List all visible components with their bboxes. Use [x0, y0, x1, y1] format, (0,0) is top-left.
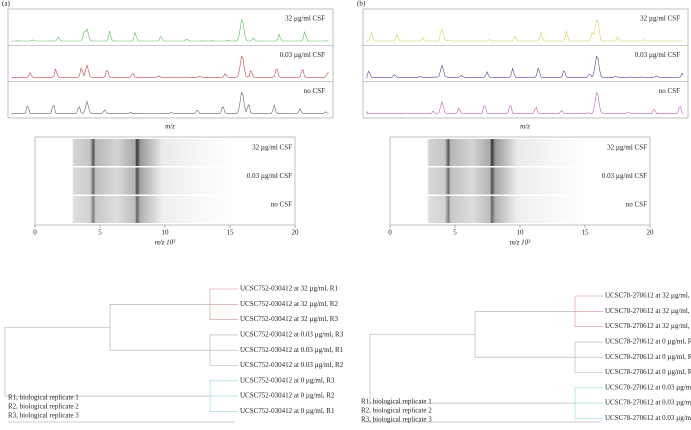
gel-row-label: 32 µg/ml CSF [607, 144, 647, 152]
spectrum-label: no CSF [304, 87, 325, 95]
branch [474, 311, 575, 358]
panel-label: (b) [357, 0, 366, 8]
gel-lane [54, 196, 234, 223]
branch [369, 333, 575, 404]
spectrum-label: 0.03 µg/ml CSF [635, 51, 680, 59]
branch [109, 304, 210, 351]
spectrum-label: 32 µg/ml CSF [640, 15, 680, 23]
spectrum [366, 55, 684, 79]
spectra-xlabel: m/z [165, 123, 175, 131]
gel-lane [409, 139, 589, 166]
gel-tick-label: 10 [517, 229, 525, 237]
leaf-label: UCSC752-030412 at 32 µg/ml, R1 [240, 285, 338, 293]
spectra-frame [362, 8, 689, 119]
legend-entry: R3, biological replicate 3 [361, 416, 432, 424]
gel-lane [409, 167, 589, 195]
spectrum [11, 19, 329, 42]
legend-entry: R2, biological replicate 2 [8, 403, 79, 411]
gel-tick-label: 0 [33, 229, 37, 237]
gel-xlabel: m/z 10³ [155, 239, 176, 247]
leaf-label: UCSC78-270612 at 0 µg/ml, R2 [605, 368, 691, 376]
gel-row-label: 0.03 µg/ml CSF [247, 172, 292, 180]
leaf-label: UCSC752-030412 at 0.03 µg/ml, R2 [240, 361, 344, 369]
leaf-label: UCSC752-030412 at 0 µg/ml, R2 [240, 392, 335, 400]
spectrum [11, 91, 329, 115]
gel-xlabel: m/z 10³ [510, 239, 531, 247]
spectrum [11, 55, 329, 79]
leaf-label: UCSC752-030412 at 0 µg/ml, R3 [240, 376, 335, 384]
leaf-label: UCSC78-270612 at 0.03 µg/ml, R3 [605, 414, 691, 422]
gel-tick-label: 20 [647, 229, 655, 237]
gel-tick-label: 0 [388, 229, 392, 237]
gel-row-label: no CSF [626, 201, 647, 209]
leaf-label: UCSC78-270612 at 0.03 µg/ml, R1 [605, 383, 691, 391]
leaf-label: UCSC752-030412 at 32 µg/ml, R3 [240, 315, 338, 323]
gel-row-label: 0.03 µg/ml CSF [602, 172, 647, 180]
leaf-label: UCSC78-270612 at 0 µg/ml, R1 [605, 338, 691, 346]
gel-tick-label: 10 [162, 229, 170, 237]
gel-tick-label: 15 [227, 229, 235, 237]
spectra-xlabel: m/z [520, 123, 530, 131]
spectrum [366, 19, 684, 42]
gel-row-label: no CSF [271, 201, 292, 209]
legend-entry: R1, biological replicate 1 [8, 394, 79, 402]
branch [4, 326, 210, 397]
leaf-label: UCSC78-270612 at 32 µg/ml, R2 [605, 307, 691, 315]
legend-entry: R1, biological replicate 1 [361, 398, 432, 406]
leaf-label: UCSC78-270612 at 0.03 µg/ml, R2 [605, 399, 691, 407]
gel-lane [54, 167, 234, 195]
gel-row-label: 32 µg/ml CSF [252, 144, 292, 152]
gel-tick-label: 5 [98, 229, 102, 237]
leaf-label: UCSC752-030412 at 0.03 µg/ml, R3 [240, 331, 344, 339]
leaf-label: UCSC78-270612 at 32 µg/ml, R1 [605, 322, 691, 330]
leaf-label: UCSC752-030412 at 0.03 µg/ml, R1 [240, 346, 344, 354]
leaf-label: UCSC78-270612 at 32 µg/ml, R3 [605, 292, 691, 300]
spectrum [366, 91, 684, 115]
legend-entry: R3, biological replicate 3 [8, 412, 79, 420]
spectrum-label: 0.03 µg/ml CSF [280, 51, 325, 59]
gel-lane [54, 139, 234, 166]
spectrum-label: no CSF [659, 87, 680, 95]
gel-lane [409, 196, 589, 223]
gel-tick-label: 15 [582, 229, 590, 237]
gel-tick-label: 5 [453, 229, 457, 237]
panel-label: (a) [2, 0, 10, 8]
spectra-frame [7, 8, 334, 119]
gel-tick-label: 20 [292, 229, 300, 237]
leaf-label: UCSC752-030412 at 32 µg/ml, R2 [240, 300, 338, 308]
legend-entry: R2, biological replicate 2 [361, 407, 432, 415]
leaf-label: UCSC78-270612 at 0 µg/ml, R3 [605, 353, 691, 361]
spectrum-label: 32 µg/ml CSF [285, 15, 325, 23]
leaf-label: UCSC752-030412 at 0 µg/ml, R1 [240, 407, 335, 415]
